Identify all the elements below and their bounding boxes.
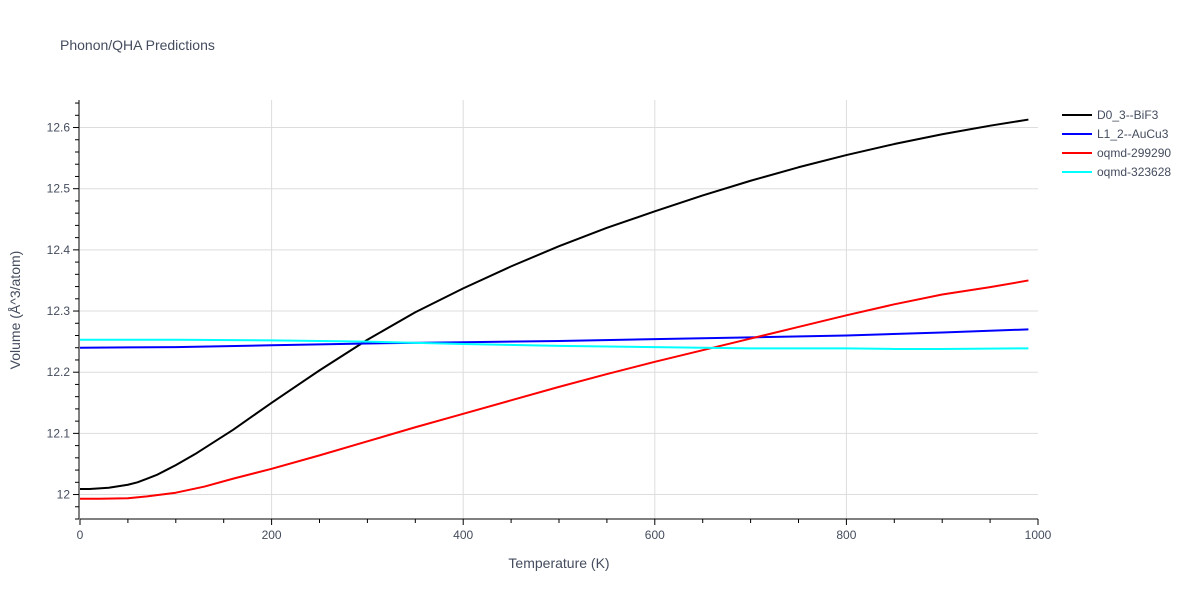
legend-item[interactable]: oqmd-323628 bbox=[1062, 165, 1171, 179]
x-tick-label: 1000 bbox=[1025, 528, 1052, 542]
tick-labels: 0 200 400 600 800 1000 12 12.1 12.2 12.3 12.4 12.5 1… bbox=[47, 121, 1052, 542]
axes bbox=[73, 100, 1039, 525]
y-tick-label: 12.5 bbox=[47, 182, 71, 196]
y-tick-label: 12.2 bbox=[47, 365, 71, 379]
legend-item[interactable]: oqmd-299290 bbox=[1062, 146, 1171, 160]
series-line-d0-3-bif3 bbox=[80, 118, 1029, 491]
legend[interactable]: D0_3--BiF3 L1_2--AuCu3 oqmd-299290 oqmd-323… bbox=[1062, 108, 1171, 179]
chart-title: Phonon/QHA Predictions bbox=[60, 37, 215, 53]
legend-label: D0_3--BiF3 bbox=[1097, 108, 1159, 122]
x-tick-label: 400 bbox=[453, 528, 473, 542]
legend-label: L1_2--AuCu3 bbox=[1097, 127, 1169, 141]
x-axis-title: Temperature (K) bbox=[508, 555, 609, 571]
y-tick-label: 12.3 bbox=[47, 304, 71, 318]
x-tick-label: 800 bbox=[836, 528, 856, 542]
series-line-l1-2-aucu3 bbox=[79, 328, 1029, 349]
legend-item[interactable]: D0_3--BiF3 bbox=[1062, 108, 1159, 122]
series-line-oqmd-323628 bbox=[80, 338, 1029, 350]
legend-label: oqmd-299290 bbox=[1097, 146, 1171, 160]
x-tick-label: 200 bbox=[262, 528, 282, 542]
x-tick-label: 600 bbox=[645, 528, 665, 542]
y-axis-title: Volume (Å^3/atom) bbox=[7, 251, 23, 370]
grid bbox=[80, 100, 1038, 519]
y-tick-label: 12 bbox=[57, 488, 71, 502]
y-tick-label: 12.4 bbox=[47, 243, 71, 257]
y-tick-label: 12.1 bbox=[47, 426, 71, 440]
x-tick-label: 0 bbox=[77, 528, 84, 542]
legend-label: oqmd-323628 bbox=[1097, 165, 1171, 179]
legend-item[interactable]: L1_2--AuCu3 bbox=[1062, 127, 1169, 141]
y-tick-label: 12.6 bbox=[47, 121, 71, 135]
series-layer bbox=[79, 118, 1029, 500]
series-line-oqmd-299290 bbox=[80, 279, 1029, 500]
